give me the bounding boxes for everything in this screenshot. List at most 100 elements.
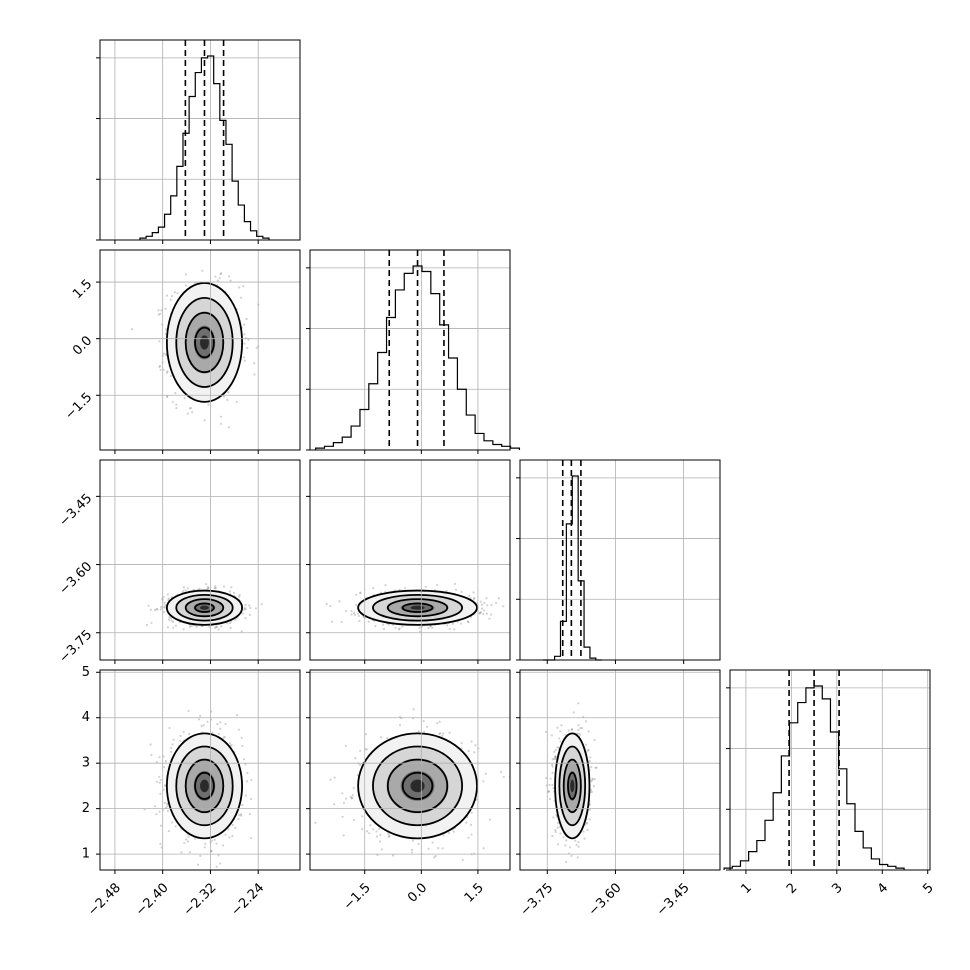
sample-point (171, 620, 175, 623)
sample-point (243, 359, 246, 362)
sample-point (166, 371, 169, 374)
sample-point (367, 620, 370, 623)
sample-point (158, 781, 161, 784)
sample-point (372, 587, 375, 590)
hist-panel-1 (306, 249, 521, 451)
panel-content (544, 702, 598, 863)
sample-point (158, 756, 161, 759)
sample-point (207, 586, 210, 590)
sample-point (351, 794, 354, 797)
sample-point (467, 621, 470, 624)
sample-point (554, 830, 557, 834)
sample-point (452, 830, 455, 833)
sample-point (500, 770, 503, 774)
sample-point (235, 400, 238, 404)
sample-point (164, 784, 167, 787)
hist-panel-3 (723, 669, 931, 871)
sample-point (229, 621, 232, 625)
sample-point (176, 292, 179, 295)
sample-point (162, 352, 166, 355)
sample-point (403, 587, 407, 590)
sample-point (243, 342, 246, 345)
sample-point (554, 829, 557, 832)
hist-panel-0 (96, 39, 301, 241)
sample-point (170, 619, 173, 622)
sample-point (412, 708, 415, 711)
sample-point (466, 620, 469, 623)
sample-point (359, 592, 362, 595)
sample-point (551, 834, 554, 838)
sample-point (217, 854, 220, 857)
sample-point (160, 309, 163, 312)
sample-point (166, 370, 169, 373)
sample-point (228, 836, 231, 839)
sample-point (199, 714, 202, 718)
sample-point (448, 627, 452, 631)
sample-point (215, 625, 218, 628)
sample-point (388, 834, 391, 837)
sample-point (387, 623, 390, 626)
sample-point (179, 739, 182, 742)
sample-point (194, 451, 196, 453)
sample-point (378, 827, 381, 831)
sample-point (480, 603, 484, 606)
sample-point (166, 802, 169, 806)
sample-point (435, 583, 439, 586)
sample-point (157, 309, 160, 312)
sample-point (365, 830, 369, 833)
density-fill (200, 605, 209, 610)
sample-point (237, 818, 240, 821)
sample-point (158, 364, 162, 368)
sample-point (255, 346, 258, 349)
histogram-0 (139, 55, 270, 240)
sample-point (358, 619, 361, 623)
sample-point (155, 761, 159, 764)
sample-point (204, 842, 207, 845)
sample-point (445, 589, 448, 593)
sample-point (254, 607, 258, 610)
sample-point (427, 847, 430, 850)
sample-point (175, 407, 178, 410)
sample-point (150, 621, 153, 624)
sample-point (350, 613, 353, 616)
sample-point (184, 589, 187, 592)
sample-point (244, 617, 247, 620)
sample-point (164, 353, 168, 356)
sample-point (219, 415, 223, 418)
sample-point (215, 865, 218, 868)
sample-point (243, 608, 246, 611)
sample-point (353, 611, 356, 615)
sample-point (216, 279, 219, 282)
sample-point (149, 608, 152, 611)
sample-point (165, 395, 169, 399)
sample-point (234, 618, 237, 621)
sample-point (248, 604, 251, 607)
sample-point (159, 605, 163, 609)
sample-point (170, 746, 173, 750)
sample-point (429, 625, 432, 628)
sample-point (355, 593, 358, 596)
sample-point (175, 403, 178, 406)
sample-point (244, 608, 247, 611)
sample-point (153, 609, 157, 612)
sample-point (213, 587, 216, 590)
sample-point (454, 588, 458, 591)
sample-point (241, 612, 244, 615)
sample-point (215, 625, 218, 629)
sample-point (386, 736, 389, 740)
sample-point (473, 596, 476, 599)
contour-line (184, 758, 225, 814)
sample-point (418, 626, 421, 629)
sample-point (329, 778, 332, 781)
sample-point (162, 788, 165, 791)
scatter-frame (99, 669, 301, 871)
sample-point (474, 744, 477, 747)
sample-point (341, 792, 344, 795)
sample-point (165, 294, 168, 297)
sample-point (417, 842, 420, 845)
sample-point (189, 406, 193, 410)
sample-point (439, 732, 442, 735)
sample-point (214, 584, 217, 588)
sample-point (379, 736, 383, 739)
sample-point (214, 587, 217, 590)
